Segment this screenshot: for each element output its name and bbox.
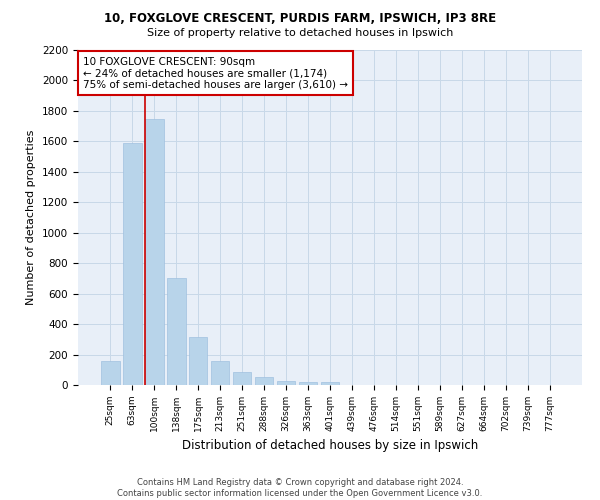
Bar: [277, 381, 295, 385]
Bar: [320, 382, 340, 385]
Text: 10, FOXGLOVE CRESCENT, PURDIS FARM, IPSWICH, IP3 8RE: 10, FOXGLOVE CRESCENT, PURDIS FARM, IPSW…: [104, 12, 496, 26]
Bar: [189, 337, 208, 385]
Text: Size of property relative to detached houses in Ipswich: Size of property relative to detached ho…: [147, 28, 453, 38]
X-axis label: Distribution of detached houses by size in Ipswich: Distribution of detached houses by size …: [182, 440, 478, 452]
Bar: [233, 372, 251, 385]
Text: Contains HM Land Registry data © Crown copyright and database right 2024.
Contai: Contains HM Land Registry data © Crown c…: [118, 478, 482, 498]
Y-axis label: Number of detached properties: Number of detached properties: [26, 130, 37, 305]
Bar: [255, 378, 274, 385]
Bar: [299, 382, 317, 385]
Text: 10 FOXGLOVE CRESCENT: 90sqm
← 24% of detached houses are smaller (1,174)
75% of : 10 FOXGLOVE CRESCENT: 90sqm ← 24% of det…: [83, 56, 348, 90]
Bar: [101, 360, 119, 385]
Bar: [123, 143, 142, 385]
Bar: [211, 362, 229, 385]
Bar: [145, 118, 164, 385]
Bar: [167, 278, 185, 385]
